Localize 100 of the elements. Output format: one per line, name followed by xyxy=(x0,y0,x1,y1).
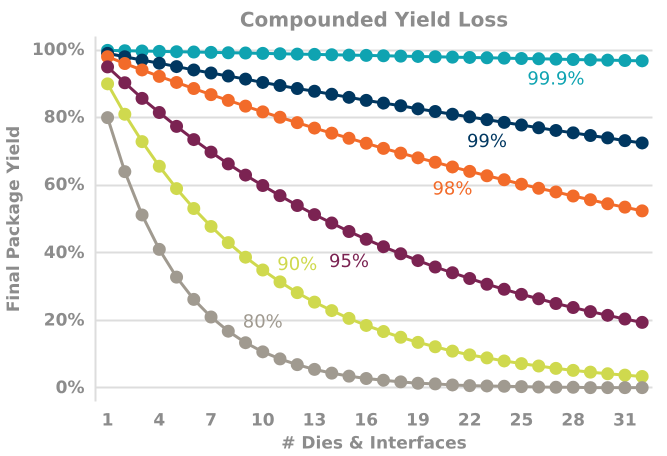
point xyxy=(498,173,511,186)
point xyxy=(290,198,304,212)
point xyxy=(514,357,528,370)
x-tick-label: 4 xyxy=(153,410,166,430)
point xyxy=(463,164,476,178)
point xyxy=(601,54,614,67)
point xyxy=(274,275,287,288)
point xyxy=(498,380,511,393)
point xyxy=(446,266,459,280)
point xyxy=(480,379,494,392)
point xyxy=(256,264,270,277)
point xyxy=(636,204,649,218)
x-tick-label: 31 xyxy=(613,410,637,430)
point xyxy=(446,160,459,174)
point xyxy=(428,156,442,169)
point xyxy=(566,126,580,140)
point xyxy=(498,354,511,368)
point xyxy=(360,372,373,386)
point xyxy=(342,225,356,238)
point xyxy=(290,82,304,96)
point xyxy=(204,46,218,59)
point xyxy=(222,324,235,338)
x-tick-label: 7 xyxy=(205,410,217,430)
point xyxy=(566,52,580,66)
point xyxy=(152,160,166,173)
point xyxy=(376,49,390,62)
point xyxy=(480,278,494,291)
point xyxy=(376,325,390,338)
point xyxy=(411,376,424,390)
point xyxy=(618,134,632,148)
point xyxy=(549,124,562,137)
point xyxy=(532,121,546,134)
point xyxy=(636,54,649,68)
point xyxy=(601,308,614,322)
point xyxy=(325,216,338,230)
point xyxy=(256,179,270,192)
point xyxy=(170,270,184,284)
point xyxy=(394,247,408,260)
point xyxy=(394,375,408,388)
point xyxy=(360,136,373,150)
point xyxy=(446,50,459,64)
point xyxy=(411,336,424,349)
point xyxy=(498,52,511,65)
point xyxy=(274,79,287,92)
point xyxy=(152,56,166,70)
point xyxy=(601,197,614,210)
point xyxy=(290,116,304,130)
y-tick-label: 100% xyxy=(32,40,85,60)
point xyxy=(342,48,356,62)
point xyxy=(498,116,511,129)
point xyxy=(170,120,184,133)
y-tick-label: 60% xyxy=(44,175,85,196)
point xyxy=(118,76,132,90)
point xyxy=(636,381,649,394)
point xyxy=(549,185,562,198)
point xyxy=(584,305,597,318)
point xyxy=(187,46,200,59)
point xyxy=(480,169,494,182)
point xyxy=(532,182,546,195)
point xyxy=(152,106,166,120)
point xyxy=(101,60,114,74)
point xyxy=(514,118,528,132)
point xyxy=(514,52,528,65)
point xyxy=(342,370,356,383)
point xyxy=(170,45,184,58)
point xyxy=(187,63,200,76)
point xyxy=(256,345,270,358)
point xyxy=(463,110,476,124)
chart-title: Compounded Yield Loss xyxy=(240,8,508,32)
point xyxy=(532,380,546,394)
point xyxy=(566,380,580,394)
point xyxy=(325,304,338,318)
point xyxy=(239,168,252,182)
point xyxy=(532,52,546,66)
point xyxy=(239,250,252,264)
point xyxy=(498,282,511,296)
point xyxy=(256,46,270,60)
point xyxy=(118,108,132,121)
point xyxy=(170,60,184,74)
point xyxy=(152,242,166,256)
point xyxy=(101,111,114,124)
point xyxy=(428,377,442,390)
point xyxy=(411,254,424,268)
point xyxy=(394,146,408,160)
point xyxy=(636,316,649,329)
point xyxy=(549,380,562,394)
x-tick-label: 28 xyxy=(561,410,586,430)
point xyxy=(360,318,373,332)
point xyxy=(325,126,338,140)
point xyxy=(376,142,390,155)
point xyxy=(411,102,424,116)
point xyxy=(187,133,200,146)
point xyxy=(428,105,442,118)
point xyxy=(222,236,235,250)
point xyxy=(428,50,442,64)
x-axis-title: # Dies & Interfaces xyxy=(281,434,467,454)
series-label: 98% xyxy=(432,178,472,200)
point xyxy=(480,113,494,126)
point xyxy=(274,352,287,366)
point xyxy=(239,46,252,60)
